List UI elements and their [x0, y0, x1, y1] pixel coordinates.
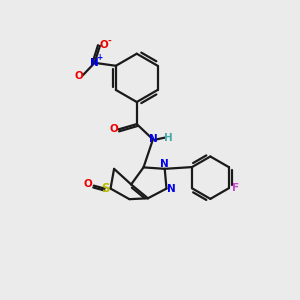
Text: N: N [160, 159, 169, 169]
Text: O: O [99, 40, 108, 50]
Text: N: N [90, 58, 99, 68]
Text: +: + [97, 53, 103, 62]
Text: -: - [107, 37, 111, 46]
Text: F: F [232, 183, 239, 193]
Text: O: O [75, 71, 84, 81]
Text: S: S [101, 182, 110, 195]
Text: N: N [148, 134, 157, 144]
Text: N: N [167, 184, 176, 194]
Text: O: O [110, 124, 119, 134]
Text: H: H [164, 133, 173, 142]
Text: O: O [84, 179, 92, 190]
